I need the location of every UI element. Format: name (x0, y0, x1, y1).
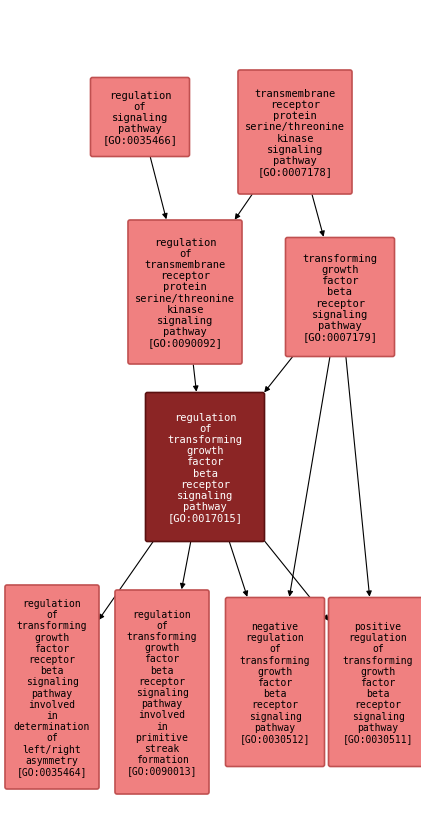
Text: regulation
of
transforming
growth
factor
receptor
beta
signaling
pathway
involve: regulation of transforming growth factor… (14, 598, 90, 776)
Text: regulation
of
transmembrane
receptor
protein
serine/threonine
kinase
signaling
p: regulation of transmembrane receptor pro… (135, 237, 235, 348)
Text: transmembrane
receptor
protein
serine/threonine
kinase
signaling
pathway
[GO:000: transmembrane receptor protein serine/th… (245, 88, 345, 177)
FancyBboxPatch shape (285, 238, 394, 357)
Text: regulation
of
signaling
pathway
[GO:0035466]: regulation of signaling pathway [GO:0035… (102, 90, 178, 146)
FancyBboxPatch shape (328, 598, 421, 767)
Text: negative
regulation
of
transforming
growth
factor
beta
receptor
signaling
pathwa: negative regulation of transforming grow… (240, 621, 310, 743)
FancyBboxPatch shape (146, 393, 264, 542)
Text: regulation
of
transforming
growth
factor
beta
receptor
signaling
pathway
[GO:001: regulation of transforming growth factor… (168, 412, 242, 523)
Text: positive
regulation
of
transforming
growth
factor
beta
receptor
signaling
pathwa: positive regulation of transforming grow… (343, 621, 413, 743)
FancyBboxPatch shape (91, 79, 189, 157)
FancyBboxPatch shape (128, 221, 242, 365)
FancyBboxPatch shape (115, 590, 209, 794)
Text: regulation
of
transforming
growth
factor
beta
receptor
signaling
pathway
involve: regulation of transforming growth factor… (127, 609, 197, 776)
FancyBboxPatch shape (5, 586, 99, 789)
FancyBboxPatch shape (226, 598, 325, 767)
FancyBboxPatch shape (238, 71, 352, 195)
Text: transforming
growth
factor
beta
receptor
signaling
pathway
[GO:0007179]: transforming growth factor beta receptor… (303, 254, 378, 342)
